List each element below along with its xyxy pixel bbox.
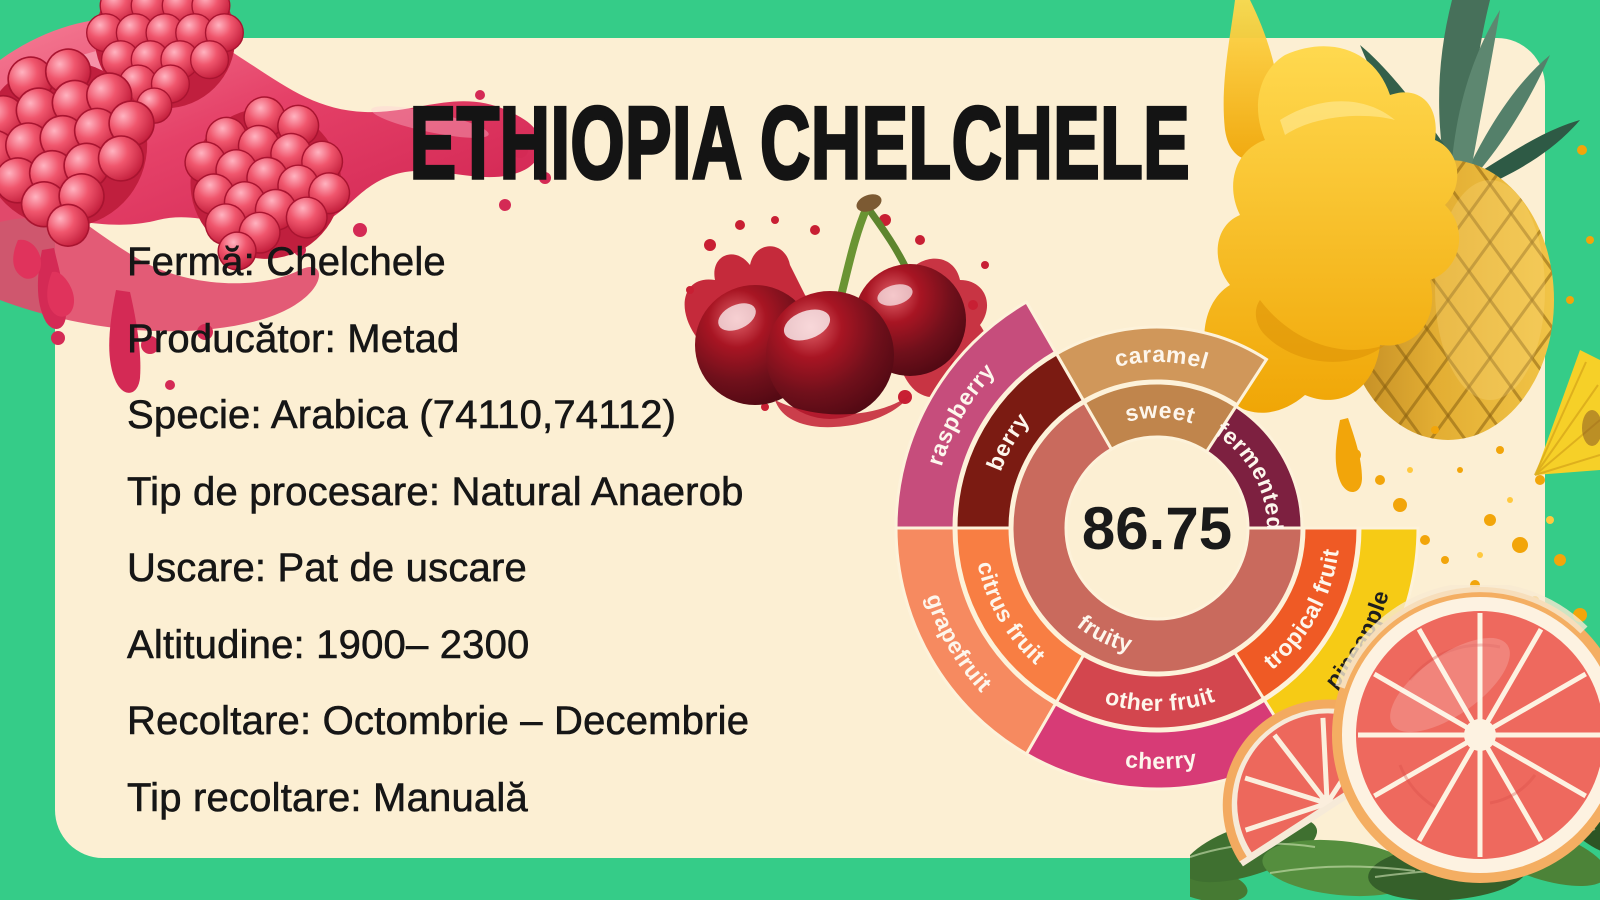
detail-line-tip-recoltare: Tip recoltare: Manuală — [127, 775, 528, 820]
segment-other-fruit — [1054, 650, 1266, 731]
segment-cherry — [1024, 698, 1298, 791]
segment-fruity — [1010, 400, 1304, 675]
cupping-score: 86.75 — [1082, 495, 1232, 562]
segment-tropical-fruit — [1232, 526, 1360, 701]
segment-citrus-fruit — [954, 526, 1086, 705]
detail-line-altitudine: Altitudine: 1900– 2300 — [127, 622, 530, 667]
segment-caramel — [1054, 325, 1269, 407]
pineapple-image — [1204, 0, 1600, 622]
details-list: Fermă: Chelchele Producător: Metad Speci… — [127, 224, 750, 836]
segment-label-cherry: cherry — [1124, 745, 1198, 774]
raspberries-image — [0, 0, 551, 393]
cherries-image — [684, 194, 989, 428]
segment-raspberry — [894, 299, 1058, 530]
detail-line-uscare: Uscare: Pat de uscare — [127, 546, 527, 591]
detail-line-recoltare: Recoltare: Octombrie – Decembrie — [127, 699, 750, 744]
detail-line-producator: Producător: Metad — [127, 316, 460, 361]
detail-line-specie: Specie: Arabica (74110,74112) — [127, 393, 677, 438]
segment-fermented — [1204, 404, 1304, 530]
detail-line-ferma: Fermă: Chelchele — [127, 240, 446, 285]
grapefruit-image — [1190, 585, 1600, 900]
segment-grapefruit — [894, 526, 1058, 757]
detail-line-procesare: Tip de procesare: Natural Anaerob — [127, 469, 744, 514]
segment-berry — [954, 351, 1086, 530]
page-title: ETHIOPIA CHELCHELE — [409, 86, 1191, 200]
